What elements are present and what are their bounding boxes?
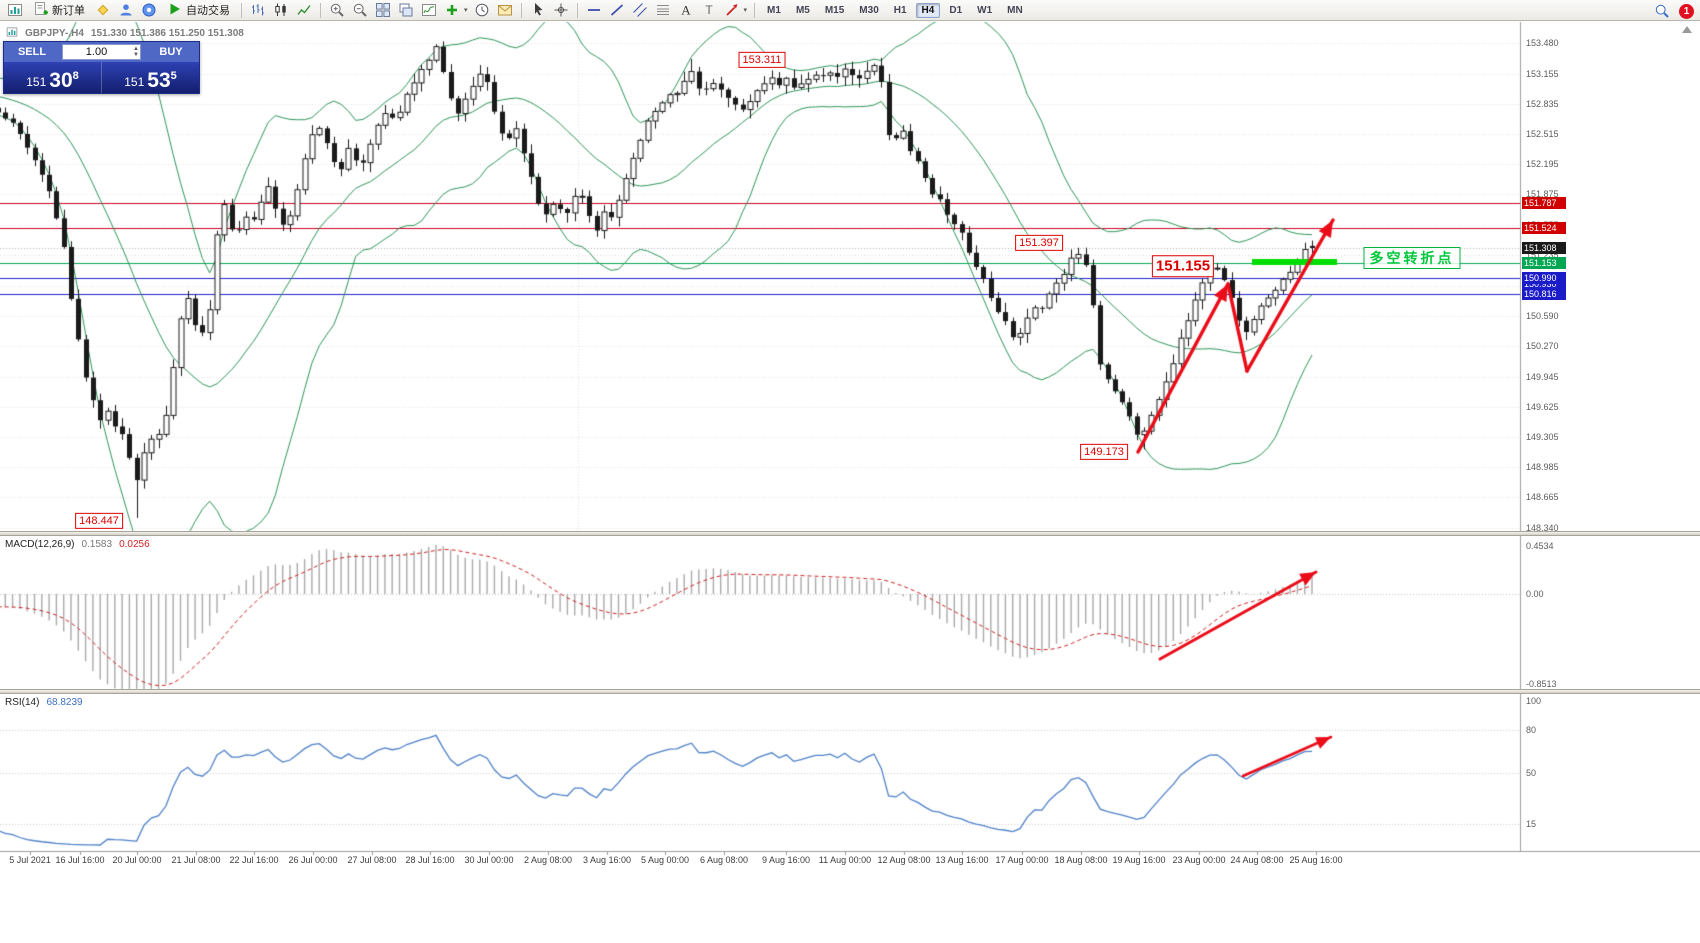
zoom-out-icon[interactable] bbox=[349, 1, 371, 19]
shapes-dropdown-caret[interactable]: ▾ bbox=[743, 7, 748, 14]
timeframe-button-MN[interactable]: MN bbox=[1007, 4, 1023, 16]
indicators-icon[interactable] bbox=[418, 1, 440, 19]
chart-title: GBPJPY-,H4 151.330 151.386 151.250 151.3… bbox=[6, 26, 244, 41]
timeframe-button-D1[interactable]: D1 bbox=[949, 4, 963, 16]
toolbar-items: 新订单 自动交易 ▾ A T ▾ M1 M5 M15 M30 H1 H4 D1 W1 MN bbox=[4, 0, 1030, 21]
add-indicator-dropdown-caret[interactable]: ▾ bbox=[464, 7, 468, 14]
add-indicator-icon[interactable] bbox=[441, 1, 463, 19]
template-icon[interactable] bbox=[494, 1, 516, 19]
hline-icon[interactable] bbox=[583, 1, 605, 19]
toolbar-separator bbox=[320, 2, 321, 18]
timeframe-button-H1[interactable]: H1 bbox=[893, 4, 907, 16]
sell-button[interactable]: SELL bbox=[17, 46, 47, 58]
toolbar-separator bbox=[241, 2, 242, 18]
lot-size-value: 1.00 bbox=[85, 46, 108, 58]
svg-text:A: A bbox=[681, 3, 691, 18]
bar-chart-icon[interactable] bbox=[247, 1, 269, 19]
macd-signal-value: 0.0256 bbox=[119, 539, 150, 550]
search-icon[interactable] bbox=[1651, 2, 1673, 20]
sell-price-button[interactable]: 151 30 8 bbox=[4, 62, 101, 93]
lot-size-input[interactable]: 1.00 ▲ ▼ bbox=[62, 44, 141, 60]
crosshair-icon[interactable] bbox=[550, 1, 572, 19]
chart-window-icon[interactable] bbox=[4, 1, 26, 19]
bid-big-figure: 30 bbox=[49, 69, 73, 92]
timeframe-button-M15[interactable]: M15 bbox=[824, 4, 845, 16]
shapes-icon[interactable] bbox=[721, 1, 743, 19]
toolbar-separator bbox=[576, 2, 578, 18]
rsi-indicator-label: RSI(14) 68.8239 bbox=[5, 697, 83, 708]
chart-symbol-period: GBPJPY-,H4 bbox=[25, 28, 84, 39]
timeframe-button-M1[interactable]: M1 bbox=[767, 4, 781, 16]
label-icon[interactable]: T bbox=[698, 1, 720, 19]
period-icon[interactable] bbox=[471, 1, 493, 19]
buy-button[interactable]: BUY bbox=[159, 46, 183, 58]
macd-indicator-label: MACD(12,26,9) 0.1583 0.0256 bbox=[5, 539, 150, 550]
mql5-icon[interactable] bbox=[92, 1, 114, 19]
cursor-icon[interactable] bbox=[527, 1, 549, 19]
chart-icon bbox=[6, 26, 18, 41]
one-click-trading-panel: SELL 1.00 ▲ ▼ BUY 151 30 8 151 53 5 bbox=[3, 41, 200, 94]
new-order-button[interactable]: 新订单 bbox=[27, 1, 91, 19]
notification-badge[interactable]: 1 bbox=[1679, 3, 1694, 19]
rsi-value: 68.8239 bbox=[46, 697, 83, 708]
tile-windows-icon[interactable] bbox=[372, 1, 394, 19]
toolbar: 新订单 自动交易 ▾ A T ▾ M1 M5 M15 M30 H1 H4 D1 W1 MN 1 bbox=[0, 0, 1700, 21]
toolbar-separator bbox=[754, 2, 756, 18]
buy-price-button[interactable]: 151 53 5 bbox=[101, 62, 199, 93]
fibonacci-icon[interactable] bbox=[652, 1, 674, 19]
macd-panel-splitter[interactable] bbox=[0, 531, 1700, 536]
timeframe-button-M5[interactable]: M5 bbox=[795, 4, 810, 16]
new-order-button-label: 新订单 bbox=[52, 5, 85, 17]
macd-name: MACD(12,26,9) bbox=[5, 539, 75, 550]
timeframe-button-W1[interactable]: W1 bbox=[977, 4, 993, 16]
play-icon bbox=[167, 1, 183, 20]
lot-spinner-up-icon[interactable]: ▲ bbox=[133, 46, 139, 52]
timeframe-button-H4[interactable]: H4 bbox=[915, 2, 941, 18]
market-icon[interactable] bbox=[138, 1, 160, 19]
ask-pipette: 5 bbox=[170, 70, 177, 82]
timeframe-button-M30[interactable]: M30 bbox=[859, 4, 879, 16]
svg-text:T: T bbox=[705, 3, 713, 17]
chart-ohlc: 151.330 151.386 151.250 151.308 bbox=[90, 28, 244, 39]
lot-spinner[interactable]: ▲ ▼ bbox=[133, 46, 139, 58]
text-icon[interactable]: A bbox=[675, 1, 697, 19]
autotrading-button-label: 自动交易 bbox=[186, 5, 230, 17]
rsi-panel-splitter[interactable] bbox=[0, 689, 1700, 694]
macd-value: 0.1583 bbox=[81, 539, 113, 550]
toolbar-right: 1 bbox=[1651, 2, 1694, 20]
zoom-in-icon[interactable] bbox=[326, 1, 348, 19]
profile-icon[interactable] bbox=[115, 1, 137, 19]
line-chart-icon[interactable] bbox=[293, 1, 315, 19]
ask-big-figure: 53 bbox=[147, 69, 171, 92]
cascade-windows-icon[interactable] bbox=[395, 1, 417, 19]
rsi-name: RSI(14) bbox=[5, 697, 40, 708]
new-order-icon bbox=[33, 1, 49, 20]
trendline-icon[interactable] bbox=[606, 1, 628, 19]
channel-icon[interactable] bbox=[629, 1, 651, 19]
ask-prefix: 151 bbox=[124, 75, 145, 89]
bid-prefix: 151 bbox=[26, 75, 47, 89]
bid-pipette: 8 bbox=[72, 70, 79, 82]
chart-shift-marker bbox=[1682, 26, 1692, 33]
autotrading-button[interactable]: 自动交易 bbox=[161, 1, 236, 19]
candlestick-chart-icon[interactable] bbox=[270, 1, 292, 19]
lot-spinner-down-icon[interactable]: ▼ bbox=[133, 52, 139, 58]
toolbar-separator bbox=[520, 2, 522, 18]
